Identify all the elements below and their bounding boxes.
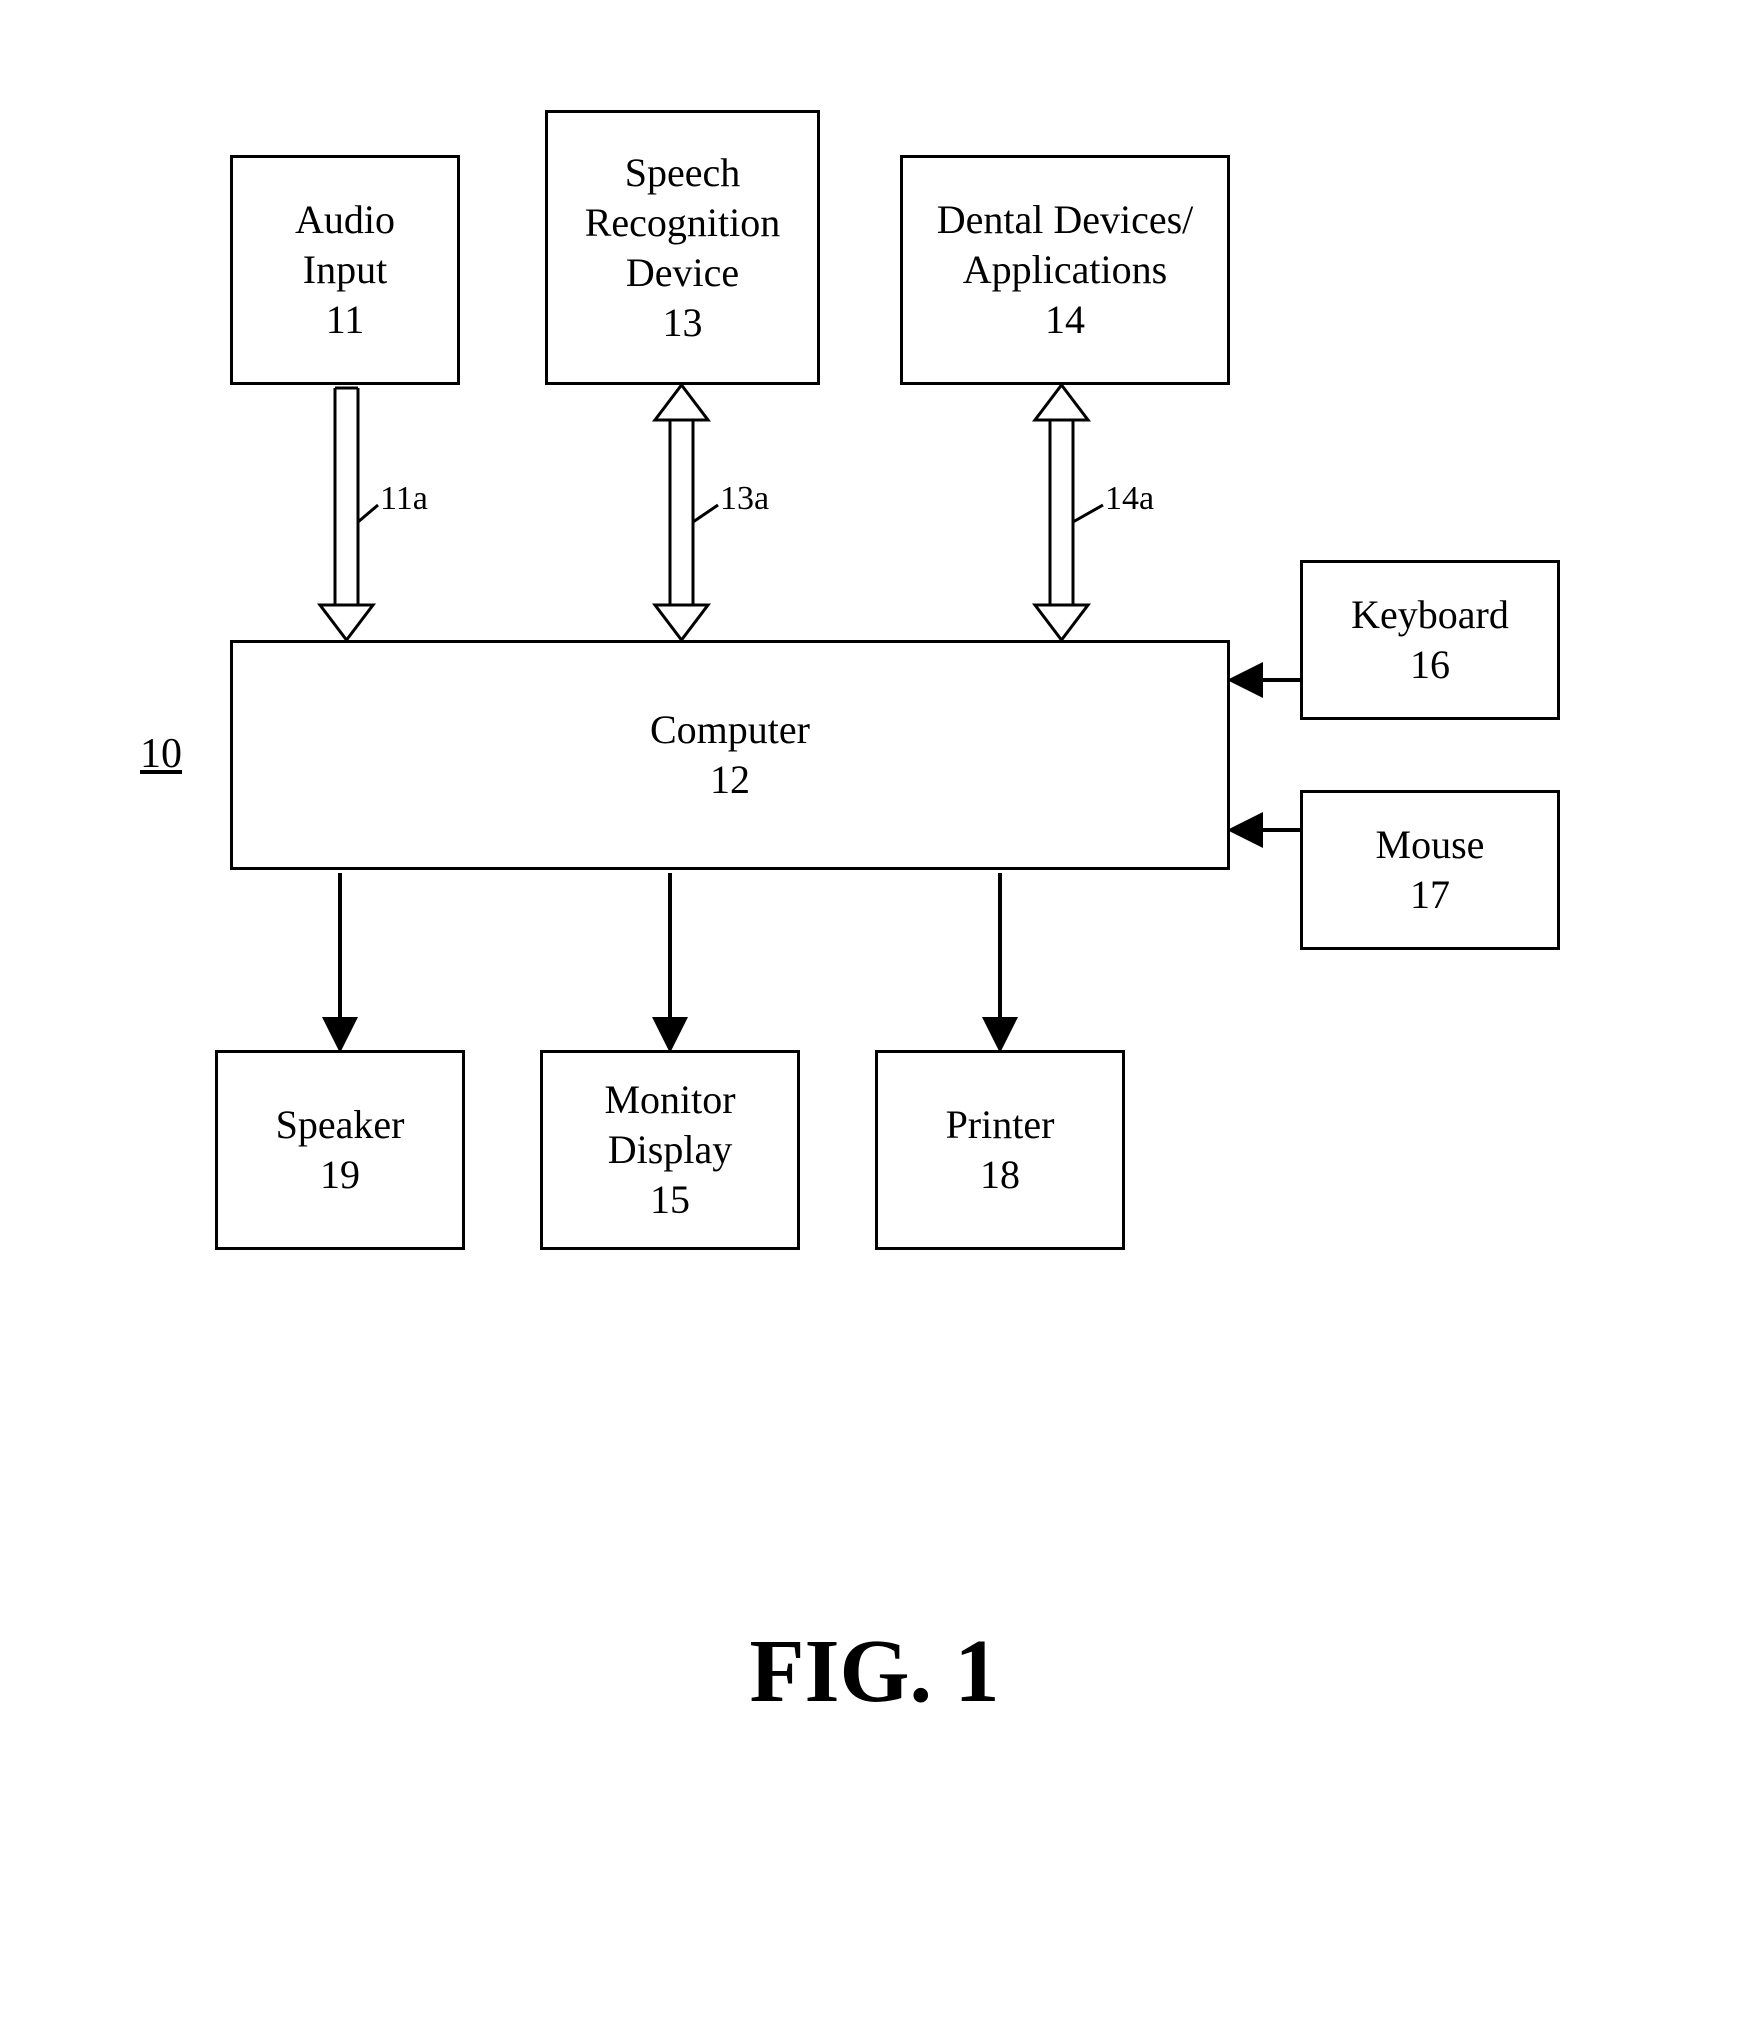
figure-reference-number: 10 — [140, 730, 182, 778]
node-text: Speaker — [276, 1100, 405, 1150]
edge-14a — [1035, 385, 1088, 640]
node-text: 17 — [1410, 870, 1450, 920]
node-text: 12 — [710, 755, 750, 805]
node-text: 19 — [320, 1150, 360, 1200]
edge-11a — [320, 388, 373, 640]
node-text: Computer — [650, 705, 810, 755]
figure-caption: FIG. 1 — [0, 1620, 1749, 1723]
pointer-14a — [1073, 505, 1103, 522]
node-dental-devices: Dental Devices/ Applications 14 — [900, 155, 1230, 385]
connector-label-11a: 11a — [380, 480, 428, 518]
node-audio-input: Audio Input 11 — [230, 155, 460, 385]
node-printer: Printer 18 — [875, 1050, 1125, 1250]
node-text: 15 — [650, 1175, 690, 1225]
node-text: Recognition — [585, 198, 781, 248]
node-text: 16 — [1410, 640, 1450, 690]
edge-13a — [655, 385, 708, 640]
node-mouse: Mouse 17 — [1300, 790, 1560, 950]
node-computer: Computer 12 — [230, 640, 1230, 870]
node-text: Applications — [963, 245, 1167, 295]
node-monitor-display: Monitor Display 15 — [540, 1050, 800, 1250]
node-text: Monitor — [604, 1075, 735, 1125]
node-text: Audio — [295, 195, 395, 245]
node-text: Display — [608, 1125, 732, 1175]
node-text: 18 — [980, 1150, 1020, 1200]
connector-label-13a: 13a — [720, 480, 769, 518]
node-text: Dental Devices/ — [937, 195, 1194, 245]
diagram-canvas: 10 Audio Input 11 Speech Recognition Dev… — [0, 0, 1749, 2037]
node-speech-recognition: Speech Recognition Device 13 — [545, 110, 820, 385]
node-text: Input — [303, 245, 387, 295]
node-text: 13 — [663, 298, 703, 348]
node-text: Keyboard — [1351, 590, 1509, 640]
pointer-11a — [358, 505, 378, 522]
node-text: Speech — [625, 148, 741, 198]
node-speaker: Speaker 19 — [215, 1050, 465, 1250]
node-text: Printer — [946, 1100, 1055, 1150]
node-keyboard: Keyboard 16 — [1300, 560, 1560, 720]
node-text: 14 — [1045, 295, 1085, 345]
node-text: Mouse — [1376, 820, 1485, 870]
node-text: 11 — [326, 295, 365, 345]
connector-label-14a: 14a — [1105, 480, 1154, 518]
pointer-13a — [693, 505, 718, 522]
node-text: Device — [626, 248, 739, 298]
